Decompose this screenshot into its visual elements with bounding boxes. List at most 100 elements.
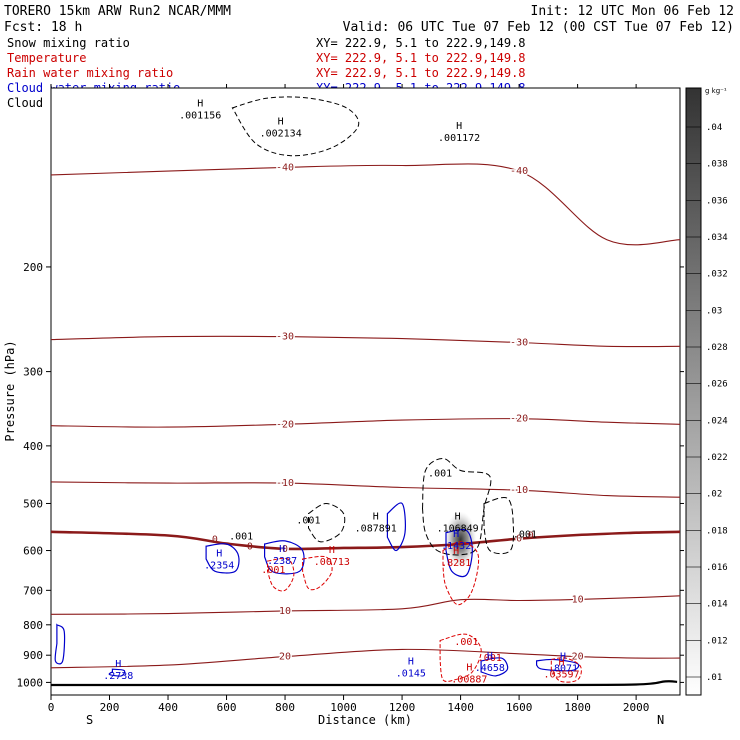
snow-max-marker: H: [373, 512, 379, 523]
isotherm-label: -30: [276, 332, 294, 343]
isotherm-label: 0: [282, 544, 288, 555]
legend-field-label: Snow mixing ratio: [7, 36, 130, 50]
contour-label: .001: [428, 468, 452, 479]
x-tick-label: 800: [275, 701, 295, 714]
y-tick-label: 1000: [17, 676, 44, 689]
x-tick-label: 1000: [330, 701, 357, 714]
contour-label: .001: [296, 515, 320, 526]
cloud-water-max-value: .2738: [103, 671, 133, 682]
cloud-ice-max-value: .001172: [438, 133, 480, 144]
isotherm-line: [50, 418, 681, 428]
cloud-water-contour: [386, 502, 406, 552]
cloud-water-max-marker: H: [279, 544, 285, 555]
cloud-water-contour: [205, 543, 240, 574]
cloud-water-max-value: .1432: [441, 541, 471, 552]
contour-label: .001: [454, 637, 478, 648]
legend-xy-range: XY= 222.9, 5.1 to 222.9,149.8: [316, 66, 526, 80]
cloud-water-max-marker: H: [487, 651, 493, 662]
isotherm-label: 10: [572, 594, 584, 605]
rain-contour: [267, 557, 295, 592]
y-tick-label: 300: [23, 366, 43, 379]
snow-shading-max: [444, 511, 477, 568]
isotherm-label: -30: [510, 337, 528, 348]
y-tick-label: 700: [23, 584, 43, 597]
colorbar-tick-label: .022: [706, 453, 728, 463]
rain-max-value: .03597: [543, 669, 579, 680]
cloud-ice-max-marker: H: [197, 99, 203, 110]
rain-contour: [302, 555, 333, 591]
cloud-water-max-marker: H: [560, 652, 566, 663]
rain-max-value: .8281: [441, 558, 471, 569]
south-label: S: [86, 713, 93, 727]
colorbar-tick-label: .018: [706, 526, 728, 536]
legend-field-label: Temperature: [7, 51, 86, 65]
cloud-ice-max-value: .001156: [179, 111, 221, 122]
isotherm-label: -40: [276, 162, 294, 173]
colorbar-tick-label: .04: [706, 123, 722, 133]
colorbar-tick-label: .012: [706, 636, 728, 646]
contour-label: .001: [478, 653, 502, 664]
legend-field-label: Rain water mixing ratio: [7, 66, 173, 80]
cloud-water-contour: [480, 657, 509, 677]
colorbar: g kg⁻¹ .04 .038 .036 .034 .032 .03 .028 .026 .02…: [685, 87, 728, 696]
snow-contour: [308, 502, 346, 543]
y-tick-label: 200: [23, 261, 43, 274]
snow-contour: [421, 457, 492, 556]
y-tick-label: 500: [23, 497, 43, 510]
x-tick-label: 2000: [623, 701, 650, 714]
isotherm-label: -20: [510, 414, 528, 425]
snow-max-marker: H: [455, 512, 461, 523]
x-tick-label: 600: [217, 701, 237, 714]
snow-max-value: .106849: [437, 524, 479, 535]
cloud-water-max-value: .8071: [548, 664, 578, 675]
isotherm-label: -20: [276, 419, 294, 430]
isotherm-label: 20: [279, 652, 291, 663]
rain-max-marker: H: [466, 663, 472, 674]
forecast-hour: Fcst: 18 h: [4, 20, 82, 35]
isotherm-line: [50, 595, 681, 615]
colorbar-tick-label: .03: [706, 306, 722, 316]
cloud-water-max-marker: H: [408, 657, 414, 668]
cloud-water-contour: [108, 668, 126, 677]
cloud-water-max-value: .4658: [475, 663, 505, 674]
cloud-water-max-marker: H: [115, 659, 121, 670]
y-tick-label: 600: [23, 545, 43, 558]
rain-contour: [439, 633, 482, 683]
x-tick-label: 200: [100, 701, 120, 714]
isotherm-line: [50, 481, 681, 498]
colorbar-tick-label: .02: [706, 490, 722, 500]
contour-label: .001: [261, 565, 285, 576]
isotherm-line: [50, 530, 681, 551]
cloud-water-max-value: .0145: [396, 669, 426, 680]
y-tick-label: 400: [23, 440, 43, 453]
rain-max-marker: H: [558, 657, 564, 668]
snow-contour: [483, 497, 515, 555]
rain-max-marker: H: [453, 546, 459, 557]
cloud-ice-max-marker: H: [278, 117, 284, 128]
cloud-water-contour: [445, 528, 473, 578]
x-tick-label: 400: [158, 701, 178, 714]
isotherm-label: -40: [510, 166, 528, 177]
y-axis-label: Pressure (hPa): [3, 340, 17, 441]
x-tick-label: 0: [48, 701, 55, 714]
rain-max-value: .00713: [314, 557, 350, 568]
rain-max-value: .00887: [451, 675, 487, 686]
plot-frame: [50, 87, 681, 696]
colorbar-tick-label: .026: [706, 380, 728, 390]
init-time: Init: 12 UTC Mon 06 Feb 12: [531, 4, 735, 19]
cloud-ice-max-marker: H: [456, 121, 462, 132]
cloud-water-max-marker: H: [216, 548, 222, 559]
terrain-line: [50, 680, 678, 687]
isotherm-line: [50, 335, 681, 348]
cloud-ice-contour: [231, 96, 360, 157]
colorbar-tick-label: .016: [706, 563, 728, 573]
colorbar-tick-label: .028: [706, 343, 728, 353]
cloud-water-contour: [54, 623, 66, 665]
colorbar-tick-label: .032: [706, 270, 728, 280]
legend-xy-range: XY= 222.9, 5.1 to 222.9,149.8: [316, 51, 526, 65]
rain-contour: [550, 657, 582, 683]
isotherm-line: [50, 648, 681, 669]
contour-label: .001: [229, 532, 253, 543]
